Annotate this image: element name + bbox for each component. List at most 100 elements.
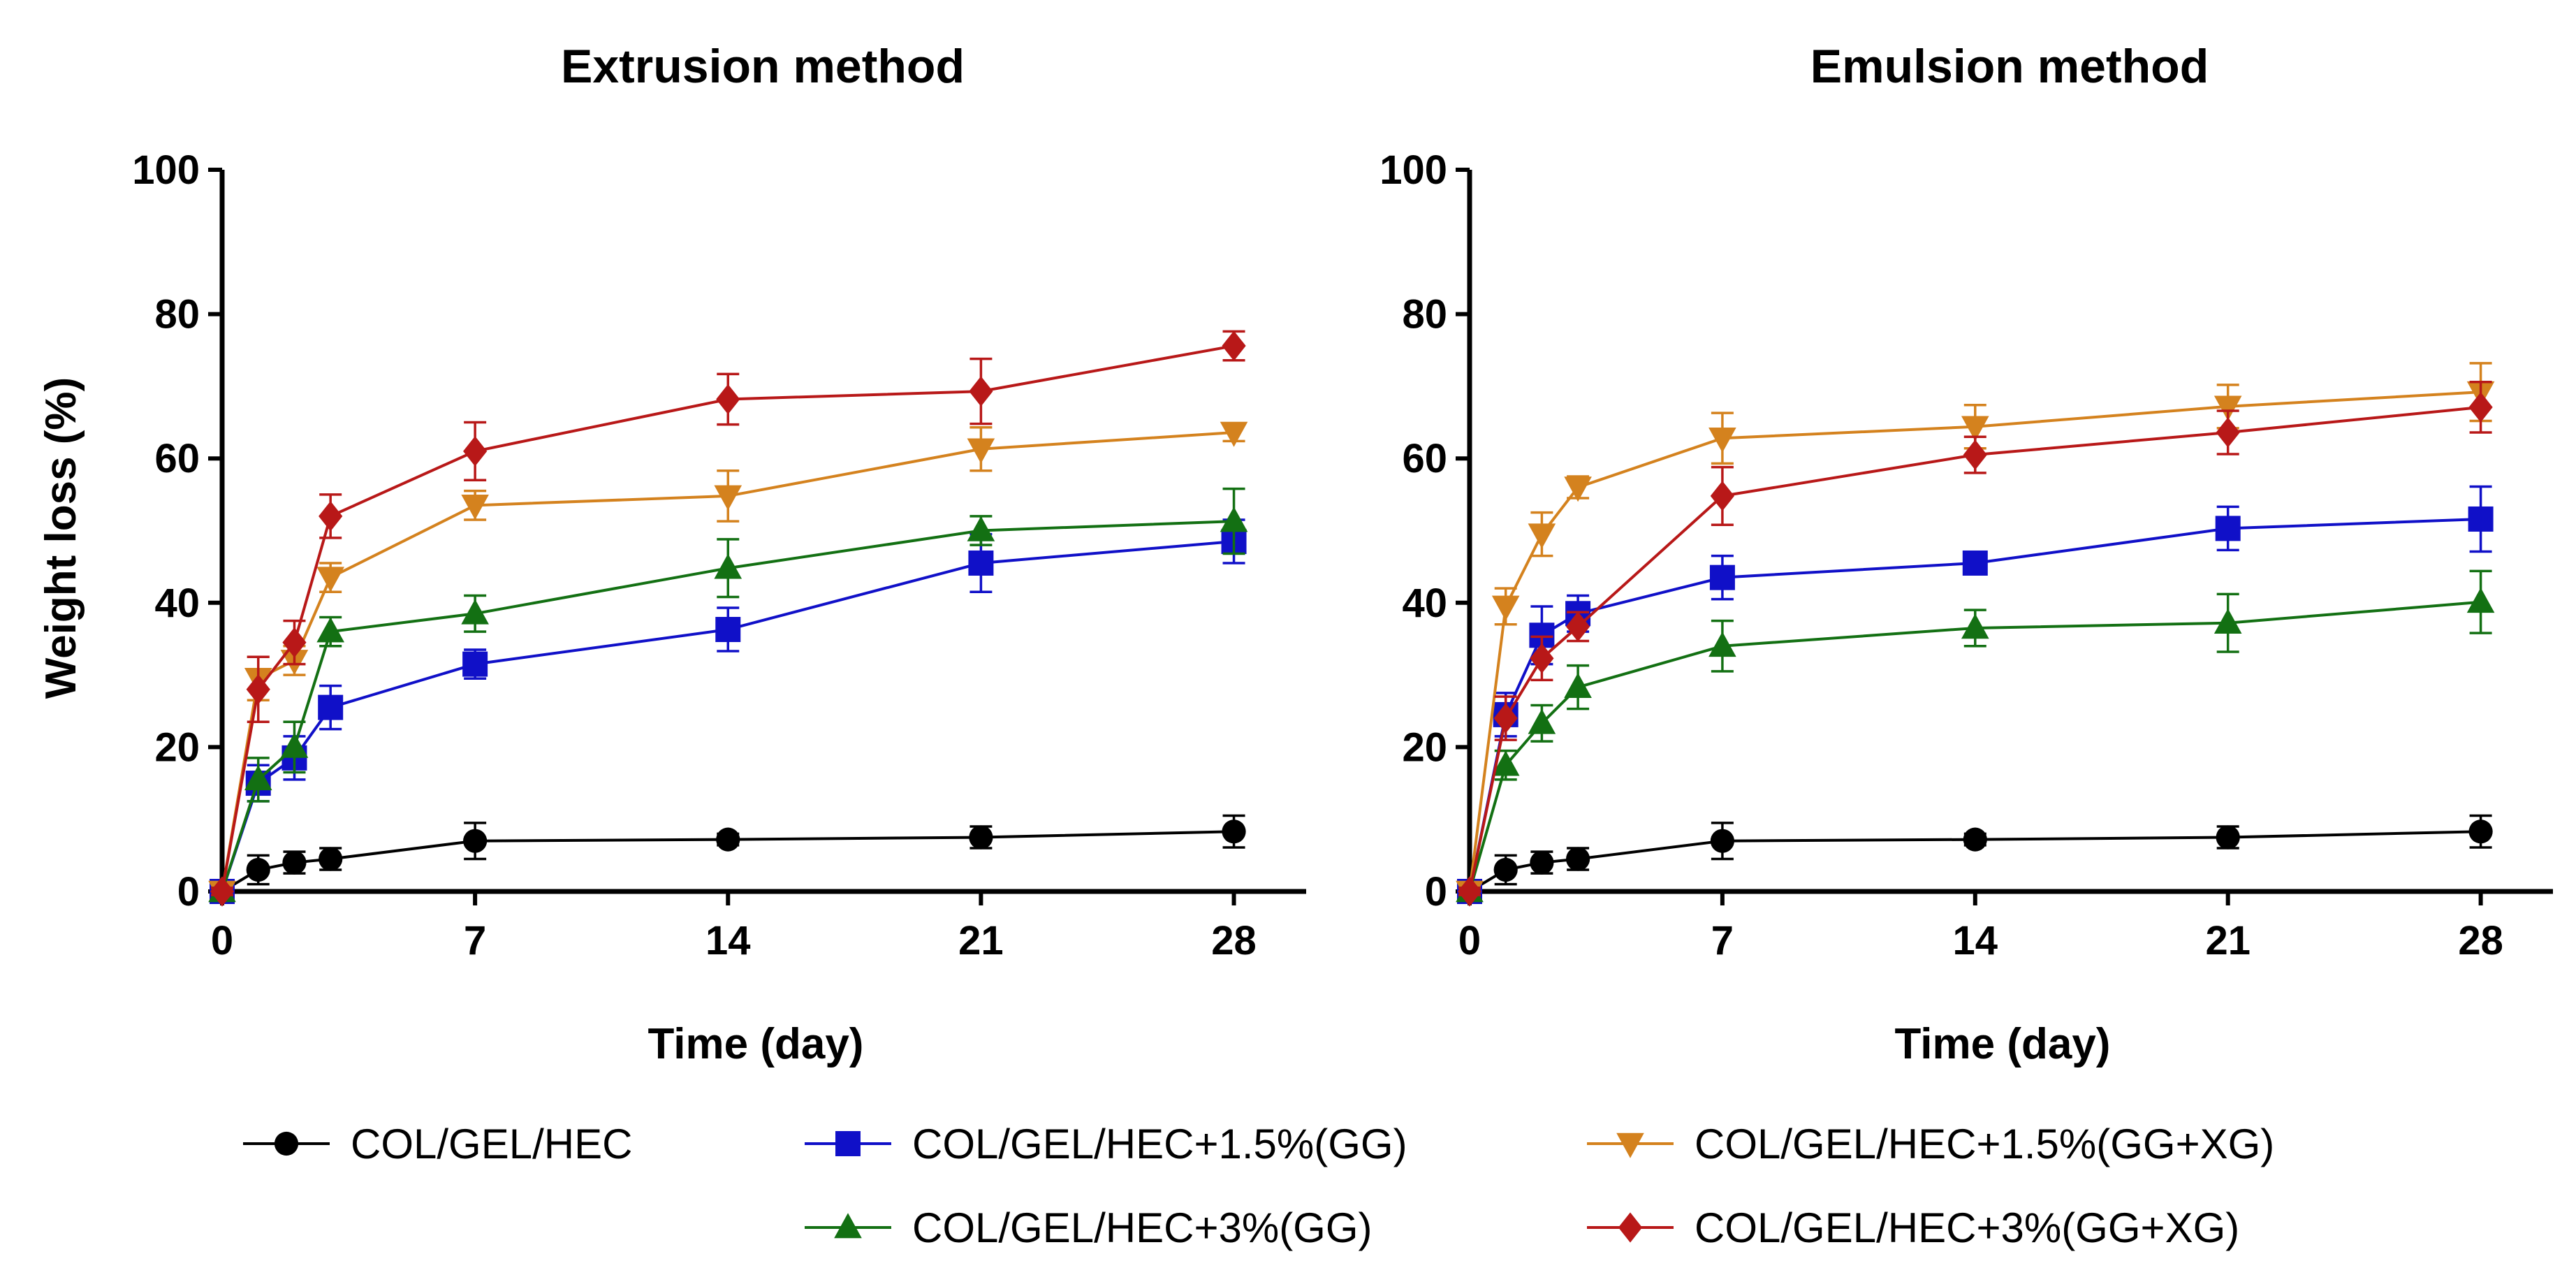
data-point <box>462 651 488 677</box>
series-line <box>221 344 1234 892</box>
data-point <box>1961 613 1989 639</box>
chart-extrusion: Extrusion method Weight loss (%) Time (d… <box>37 40 1306 1068</box>
data-point <box>2216 417 2240 448</box>
data-point <box>1710 829 1734 853</box>
y-tick-label: 60 <box>1402 436 1447 481</box>
data-point <box>1491 750 1520 776</box>
x-axis-label: Time (day) <box>1895 1020 2111 1068</box>
data-point <box>716 384 740 415</box>
series <box>1457 380 2493 907</box>
data-point <box>1493 857 1518 882</box>
data-point <box>969 376 993 407</box>
data-point <box>319 501 343 532</box>
y-tick-label: 40 <box>1402 581 1447 626</box>
legend-item: COL/GEL/HEC+1.5%(GG+XG) <box>1587 1121 2274 1167</box>
data-point <box>461 495 489 520</box>
data-point <box>1961 416 1989 442</box>
data-point <box>1220 507 1248 532</box>
series-line <box>1468 517 2481 892</box>
data-point <box>1564 476 1592 502</box>
chart-emulsion: Emulsion method Time (day) 0204060801000… <box>1380 40 2553 1068</box>
data-point <box>2213 609 2242 634</box>
legend-marker <box>1618 1212 1643 1243</box>
legend-label: COL/GEL/HEC+1.5%(GG+XG) <box>1695 1121 2274 1167</box>
x-tick-label: 0 <box>1458 918 1481 963</box>
data-point <box>1528 708 1556 734</box>
data-point <box>2213 395 2242 421</box>
data-point <box>714 485 742 511</box>
data-point <box>282 627 307 658</box>
data-point <box>1710 481 1734 511</box>
data-point <box>1528 523 1556 549</box>
legend-marker <box>834 1213 862 1239</box>
x-tick-label: 14 <box>705 918 751 963</box>
legend-label: COL/GEL/HEC <box>351 1121 632 1167</box>
legend-item: COL/GEL/HEC <box>243 1121 632 1167</box>
legend-marker <box>274 1131 299 1156</box>
data-point <box>210 876 235 907</box>
data-point <box>2468 819 2493 844</box>
data-point <box>1457 876 1482 907</box>
y-tick-label: 20 <box>154 724 200 770</box>
x-tick-label: 0 <box>211 918 233 963</box>
y-tick-label: 0 <box>177 869 200 915</box>
x-tick-label: 28 <box>2458 918 2503 963</box>
data-point <box>463 436 488 467</box>
y-tick-label: 80 <box>1402 292 1447 337</box>
data-point <box>1530 643 1554 673</box>
y-tick-label: 100 <box>132 147 200 193</box>
y-tick-label: 100 <box>1380 147 1447 193</box>
data-point <box>1564 672 1592 698</box>
x-axis-label: Time (day) <box>648 1020 864 1068</box>
series-line <box>1468 391 2481 892</box>
data-point <box>316 617 344 643</box>
data-point <box>969 825 993 850</box>
data-point <box>1566 611 1590 642</box>
chart-title: Emulsion method <box>1810 40 2209 93</box>
x-tick-label: 21 <box>958 918 1004 963</box>
y-tick-label: 0 <box>1425 869 1447 915</box>
data-point <box>1963 827 1987 852</box>
x-tick-label: 28 <box>1211 918 1257 963</box>
data-point <box>2468 392 2493 423</box>
data-point <box>246 857 270 882</box>
data-point <box>1708 427 1736 453</box>
data-point <box>2216 825 2240 850</box>
data-point <box>318 694 344 720</box>
x-tick-label: 7 <box>1711 918 1734 963</box>
data-point <box>715 617 741 643</box>
data-point <box>1963 439 1987 470</box>
data-point <box>2468 506 2494 532</box>
legend-marker <box>1616 1132 1644 1158</box>
y-axis-label: Weight loss (%) <box>37 377 85 699</box>
data-point <box>316 567 344 592</box>
data-point <box>1530 850 1554 875</box>
data-point <box>1493 703 1518 734</box>
plot-area: 0 20 40 60 80 100 0 7 14 21 28 <box>132 147 1306 963</box>
series-line <box>1468 405 2481 892</box>
data-point <box>1566 847 1590 871</box>
data-point <box>463 829 488 853</box>
y-tick-label: 60 <box>154 436 200 481</box>
data-point <box>967 438 995 464</box>
x-tick-label: 7 <box>464 918 486 963</box>
x-tick-label: 14 <box>1953 918 1998 963</box>
data-point <box>2466 588 2495 613</box>
legend-label: COL/GEL/HEC+3%(GG+XG) <box>1695 1204 2239 1251</box>
data-point <box>1222 819 1246 844</box>
legend-item: COL/GEL/HEC+3%(GG) <box>805 1204 1373 1251</box>
x-tick-label: 21 <box>2205 918 2251 963</box>
series-line <box>221 520 1234 892</box>
data-point <box>319 847 343 871</box>
plot-area: 0 20 40 60 80 100 0 7 14 21 28 <box>1380 147 2553 963</box>
data-point <box>2215 516 2241 541</box>
y-tick-label: 40 <box>154 581 200 626</box>
y-tick-label: 80 <box>154 292 200 337</box>
legend-item: COL/GEL/HEC+3%(GG+XG) <box>1587 1204 2239 1251</box>
data-point <box>1962 550 1988 576</box>
data-point <box>246 674 270 705</box>
data-point <box>1222 330 1246 361</box>
data-point <box>1220 421 1248 447</box>
y-tick-label: 20 <box>1402 724 1447 770</box>
